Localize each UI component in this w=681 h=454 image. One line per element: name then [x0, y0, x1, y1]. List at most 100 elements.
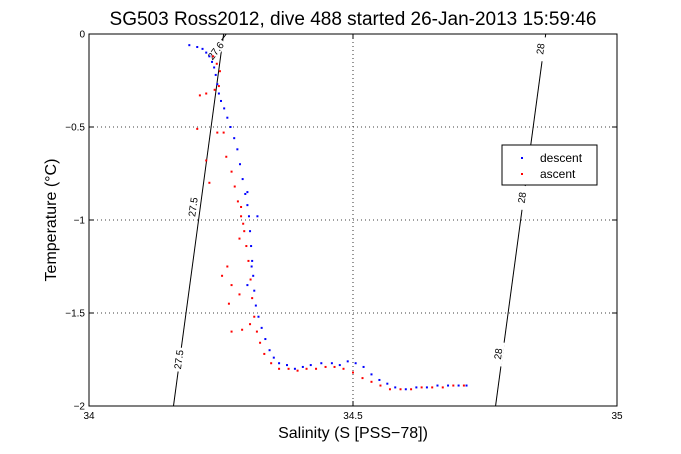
data-point	[415, 386, 418, 389]
data-point	[399, 388, 402, 391]
data-point	[354, 362, 357, 365]
data-point	[333, 365, 336, 368]
data-point	[410, 388, 413, 391]
data-point	[198, 94, 201, 97]
data-point	[447, 384, 450, 387]
legend-label: descent	[540, 151, 583, 165]
data-point	[253, 315, 256, 318]
data-point	[230, 170, 233, 173]
data-point	[249, 230, 252, 233]
data-point	[208, 181, 211, 184]
data-point	[218, 70, 221, 73]
data-point	[236, 148, 239, 151]
data-point	[238, 293, 241, 296]
data-point	[205, 51, 208, 54]
data-point	[255, 330, 258, 333]
data-point	[211, 60, 214, 63]
y-tick-label: −1.5	[65, 309, 85, 320]
data-point	[452, 384, 455, 387]
data-point	[362, 365, 365, 368]
data-point	[324, 365, 327, 368]
data-point	[378, 378, 381, 381]
data-point	[223, 107, 226, 110]
x-tick-label: 34.5	[343, 411, 363, 422]
data-point	[293, 367, 296, 370]
contour-label: 28	[535, 42, 547, 55]
data-point	[425, 386, 428, 389]
data-point	[286, 364, 288, 367]
legend: descent ascent	[501, 144, 598, 186]
data-point	[257, 315, 260, 318]
contour-label-bg	[172, 346, 186, 373]
data-point	[251, 259, 254, 262]
y-tick-label: −0.5	[65, 123, 85, 134]
data-point	[370, 380, 373, 383]
data-point	[263, 352, 266, 355]
data-point	[462, 384, 465, 387]
data-point	[259, 341, 262, 344]
data-point	[457, 384, 460, 387]
data-point	[278, 367, 281, 370]
data-point	[338, 364, 341, 367]
data-point	[214, 73, 217, 76]
data-point	[379, 384, 382, 387]
contour-label-bg	[186, 194, 200, 220]
data-point	[233, 137, 236, 140]
data-point	[188, 44, 191, 47]
data-point	[240, 215, 243, 218]
data-point	[420, 386, 423, 389]
data-point	[242, 222, 245, 225]
contour-label-bg	[515, 185, 529, 211]
data-point	[220, 99, 222, 102]
data-point	[254, 304, 257, 307]
data-point	[441, 386, 444, 389]
contour-label: 28	[493, 347, 505, 360]
data-point	[386, 382, 389, 385]
data-point	[404, 388, 407, 391]
data-point	[213, 88, 216, 91]
data-point	[227, 302, 230, 305]
data-point	[370, 373, 373, 376]
density-contour-line	[172, 33, 225, 407]
data-point	[226, 116, 229, 119]
data-point	[315, 367, 318, 370]
legend-marker	[521, 157, 523, 159]
data-point	[346, 360, 349, 363]
data-point	[246, 284, 249, 287]
series-descent	[188, 44, 468, 391]
data-point	[305, 367, 308, 370]
data-point	[247, 215, 250, 218]
data-point	[251, 297, 254, 300]
x-axis-label: Salinity (S [PSS−78])	[278, 425, 428, 442]
y-axis-label: Temperature (°C)	[43, 159, 60, 282]
data-point	[240, 205, 243, 208]
chart-title: SG503 Ross2012, dive 488 started 26-Jan-…	[110, 9, 597, 30]
data-point	[246, 191, 249, 194]
series-layer	[188, 44, 468, 391]
data-point	[247, 259, 250, 262]
data-point	[320, 362, 323, 365]
grid	[89, 34, 617, 406]
data-point	[342, 367, 345, 370]
series-ascent	[196, 55, 465, 391]
y-tick-labels: −2 −1.5 −1 −0.5 0	[65, 30, 85, 413]
data-point	[222, 131, 225, 134]
data-point	[436, 384, 439, 387]
y-tick-label: 0	[79, 30, 85, 41]
x-tick-labels: 34 34.5 35	[83, 411, 623, 422]
data-point	[245, 245, 248, 248]
data-point	[253, 289, 256, 292]
data-point	[213, 66, 216, 69]
x-tick-label: 35	[611, 411, 623, 422]
data-point	[250, 245, 253, 248]
contour-label: 27.5	[173, 349, 187, 370]
data-point	[236, 200, 239, 203]
data-point	[301, 365, 304, 368]
data-point	[205, 92, 208, 95]
data-point	[256, 215, 259, 218]
data-point	[264, 338, 267, 341]
data-point	[217, 85, 220, 88]
data-point	[309, 364, 312, 367]
data-point	[208, 55, 211, 58]
